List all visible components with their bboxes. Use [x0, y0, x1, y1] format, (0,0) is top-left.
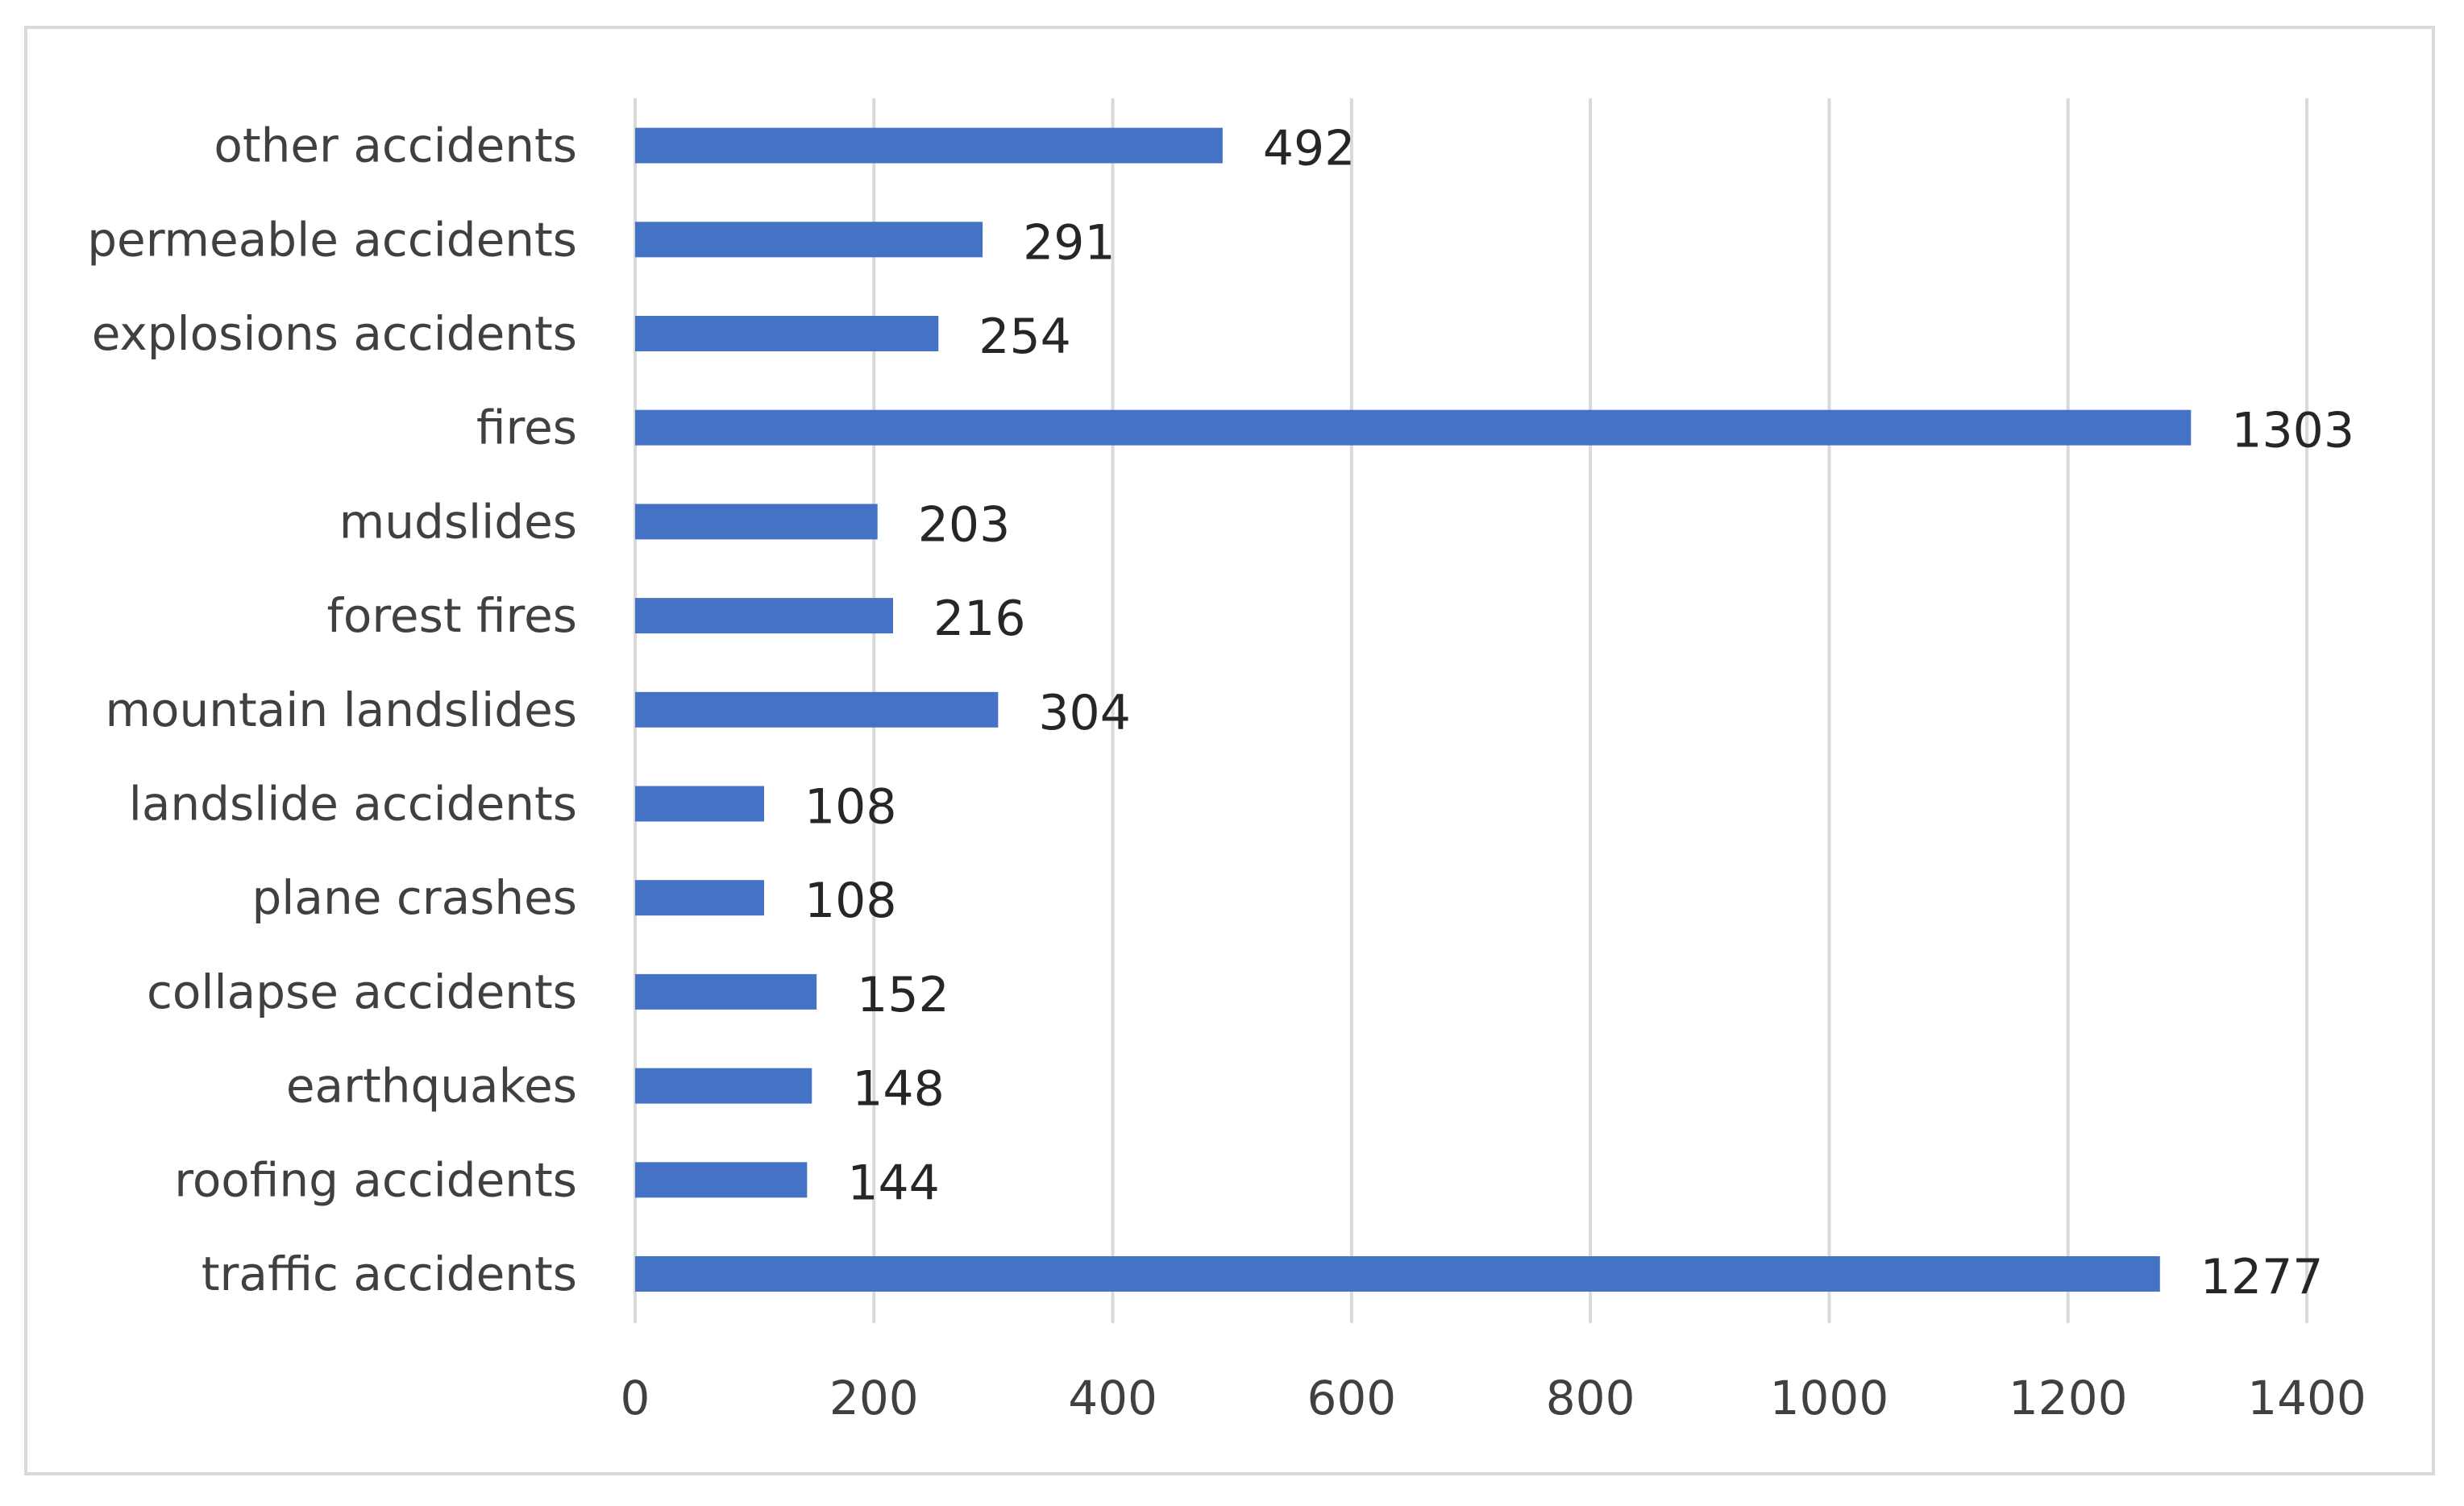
bar-fires [635, 409, 2192, 446]
data-label-permeable-accidents: 291 [1023, 214, 1116, 271]
category-label-earthquakes: earthquakes [286, 1059, 577, 1114]
x-tick-label-1400: 1400 [2247, 1371, 2366, 1425]
bar-roofing-accidents [635, 1162, 808, 1198]
category-label-mountain-landslides: mountain landslides [106, 682, 578, 737]
bar-mountain-landslides [635, 691, 999, 728]
data-label-plane-crashes: 108 [804, 873, 897, 929]
data-label-mountain-landslides: 304 [1038, 685, 1131, 741]
bars [635, 127, 2192, 1292]
category-label-mudslides: mudslides [339, 494, 577, 549]
grid-lines [634, 98, 2308, 1323]
bar-earthquakes [635, 1068, 812, 1104]
bar-forest-fires [635, 598, 893, 634]
chart-frame [24, 26, 2435, 1475]
x-tick-label-200: 200 [829, 1371, 919, 1425]
category-labels: traffic accidents roofing accidents earthq… [87, 118, 577, 1301]
data-label-collapse-accidents: 152 [857, 967, 949, 1023]
bar-collapse-accidents [635, 973, 817, 1010]
bar-landslide-accidents [635, 786, 764, 822]
data-label-landslide-accidents: 108 [804, 779, 897, 836]
category-label-landslide-accidents: landslide accidents [129, 777, 577, 832]
data-label-traffic-accidents: 1277 [2200, 1249, 2324, 1305]
bar-traffic-accidents [635, 1256, 2160, 1292]
data-label-earthquakes: 148 [852, 1061, 945, 1118]
data-label-mudslides: 203 [918, 496, 1011, 553]
data-label-forest-fires: 216 [933, 591, 1026, 647]
data-label-other-accidents: 492 [1263, 121, 1356, 177]
category-label-permeable-accidents: permeable accidents [87, 212, 577, 267]
category-label-traffic-accidents: traffic accidents [202, 1247, 577, 1301]
bar-plane-crashes [635, 880, 764, 916]
bar-explosions-accidents [635, 316, 939, 351]
category-label-fires: fires [476, 400, 577, 455]
x-tick-label-600: 600 [1307, 1371, 1396, 1425]
data-label-explosions-accidents: 254 [979, 309, 1071, 365]
category-label-collapse-accidents: collapse accidents [147, 965, 577, 1019]
x-tick-label-1000: 1000 [1770, 1371, 1889, 1425]
x-tick-label-0: 0 [621, 1371, 650, 1425]
category-label-forest-fires: forest fires [326, 588, 577, 643]
bar-permeable-accidents [635, 222, 983, 258]
data-label-roofing-accidents: 144 [847, 1155, 940, 1211]
category-label-other-accidents: other accidents [214, 118, 577, 173]
category-label-plane-crashes: plane crashes [251, 870, 577, 925]
category-label-roofing-accidents: roofing accidents [174, 1152, 577, 1207]
bar-other-accidents [635, 127, 1223, 164]
x-tick-labels: 0 200 400 600 800 1000 1200 1400 [621, 1371, 2366, 1425]
data-label-fires: 1303 [2231, 403, 2354, 459]
x-tick-label-800: 800 [1546, 1371, 1635, 1425]
category-label-explosions-accidents: explosions accidents [92, 306, 577, 361]
bar-mudslides [635, 504, 878, 540]
x-tick-label-1200: 1200 [2009, 1371, 2128, 1425]
x-tick-label-400: 400 [1068, 1371, 1157, 1425]
